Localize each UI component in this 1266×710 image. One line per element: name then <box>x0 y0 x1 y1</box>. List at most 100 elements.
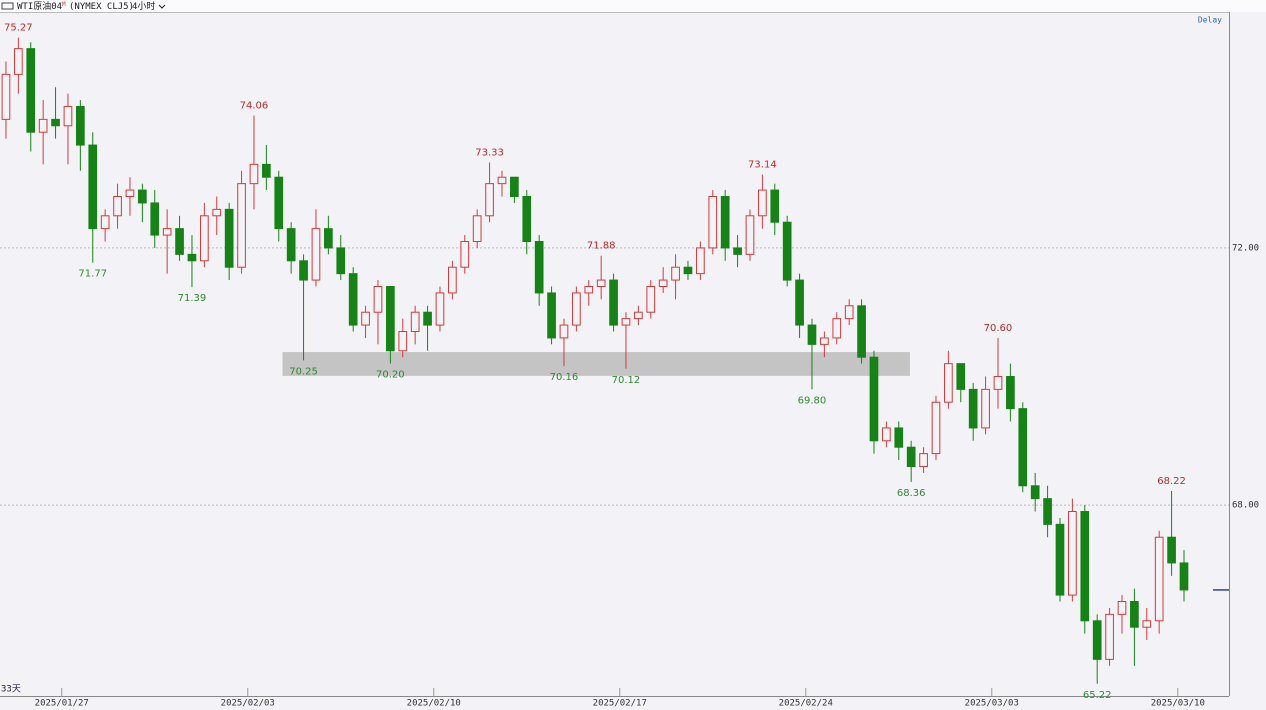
candle-body <box>1092 620 1102 660</box>
candle-body <box>609 279 618 326</box>
candle-body <box>14 48 23 75</box>
candle-body <box>150 202 160 236</box>
candle-body <box>683 266 693 275</box>
x-tick-label: 2025/03/10 <box>1151 699 1205 709</box>
toolbar <box>0 0 1266 12</box>
candle-body <box>770 189 780 223</box>
candle-body <box>658 279 668 288</box>
low-label: 70.16 <box>550 372 579 383</box>
candle-body <box>1130 601 1139 628</box>
candle-body <box>76 106 85 146</box>
candle-body <box>423 311 432 326</box>
candle-body <box>931 401 941 455</box>
candle-body <box>844 305 854 320</box>
candle-body <box>894 427 904 448</box>
candle-body <box>782 221 792 281</box>
high-label: 71.88 <box>587 241 616 252</box>
candle-body <box>708 196 718 249</box>
candle-body <box>572 292 581 326</box>
low-label: 71.77 <box>78 269 107 280</box>
candle-body <box>460 241 470 268</box>
candle-body <box>510 176 519 197</box>
x-tick-label: 2025/02/03 <box>221 699 275 709</box>
low-label: 70.12 <box>612 375 641 386</box>
candle-body <box>919 453 928 467</box>
low-label: 71.39 <box>178 293 207 304</box>
candle-body <box>795 279 804 326</box>
candle-body <box>125 189 135 197</box>
candle-body <box>497 176 507 185</box>
candle-body <box>646 286 656 313</box>
period-select[interactable]: 4小时 <box>132 0 155 12</box>
candle-body <box>262 163 271 178</box>
candle-body <box>906 446 916 468</box>
candle-body <box>1105 613 1114 660</box>
candle-body <box>807 324 817 345</box>
candle-body <box>832 318 842 339</box>
x-tick-label: 2025/03/03 <box>965 699 1019 709</box>
candle-body <box>26 48 36 133</box>
span-label: 33天 <box>1 685 21 695</box>
candle-body <box>1006 376 1015 410</box>
candle-body <box>435 292 445 326</box>
candle-body <box>373 286 383 313</box>
x-tick-label: 2025/01/27 <box>35 699 89 709</box>
candle-body <box>869 356 879 442</box>
candle-body <box>745 215 755 255</box>
dropdown-arrow[interactable] <box>158 4 166 9</box>
candle-body <box>596 279 606 288</box>
link-icon[interactable] <box>1 2 14 10</box>
candle-body <box>857 305 866 358</box>
candle-body <box>559 324 569 339</box>
low-label: 65.22 <box>1083 690 1112 701</box>
symbol-code: (NYMEX CLJ5) <box>69 2 134 12</box>
candle-body <box>274 176 284 230</box>
high-label: 75.27 <box>4 23 33 34</box>
candle-body <box>187 253 197 262</box>
symbol[interactable]: WTI原油04 <box>17 0 62 12</box>
candle-body <box>448 266 457 294</box>
candle-body <box>944 363 953 403</box>
y-tick-label: 68.00 <box>1232 501 1259 511</box>
candle-body <box>88 144 98 230</box>
low-label: 70.20 <box>376 370 405 381</box>
candle-body <box>956 363 966 390</box>
candle-body <box>410 311 420 333</box>
low-label: 68.36 <box>897 488 926 499</box>
candle-body <box>1043 498 1052 525</box>
candle-body <box>63 106 73 127</box>
candle-body <box>485 183 494 217</box>
candle-body <box>522 196 532 242</box>
candle-body <box>249 163 259 185</box>
candle-body <box>113 196 122 217</box>
candle-body <box>299 260 308 281</box>
candle-body <box>1142 620 1152 628</box>
x-tick-label: 2025/02/10 <box>407 699 461 709</box>
candle-body <box>386 286 395 352</box>
candle-body <box>311 228 321 281</box>
delay-tag: Delay <box>1198 16 1222 25</box>
candle-body <box>1167 536 1176 564</box>
candle-body <box>38 118 48 133</box>
candle-body <box>758 189 767 217</box>
high-label: 68.22 <box>1157 476 1186 487</box>
low-label: 69.80 <box>798 395 827 406</box>
candle-body <box>733 247 742 255</box>
y-tick-label: 72.00 <box>1232 243 1259 253</box>
candle-body <box>1055 523 1065 596</box>
high-label: 73.33 <box>475 147 504 158</box>
low-label: 70.25 <box>289 366 318 377</box>
candle-body <box>472 215 482 243</box>
candle-body <box>634 311 643 320</box>
candle-body <box>534 241 544 294</box>
candle-body <box>1030 485 1040 500</box>
candle-body <box>671 266 680 281</box>
candle-body <box>547 292 556 339</box>
support-band <box>282 352 910 376</box>
candle-body <box>1154 536 1164 622</box>
candle-body <box>696 247 705 275</box>
candle-body <box>237 183 246 268</box>
high-label: 74.06 <box>240 101 269 112</box>
candle-body <box>820 337 829 345</box>
